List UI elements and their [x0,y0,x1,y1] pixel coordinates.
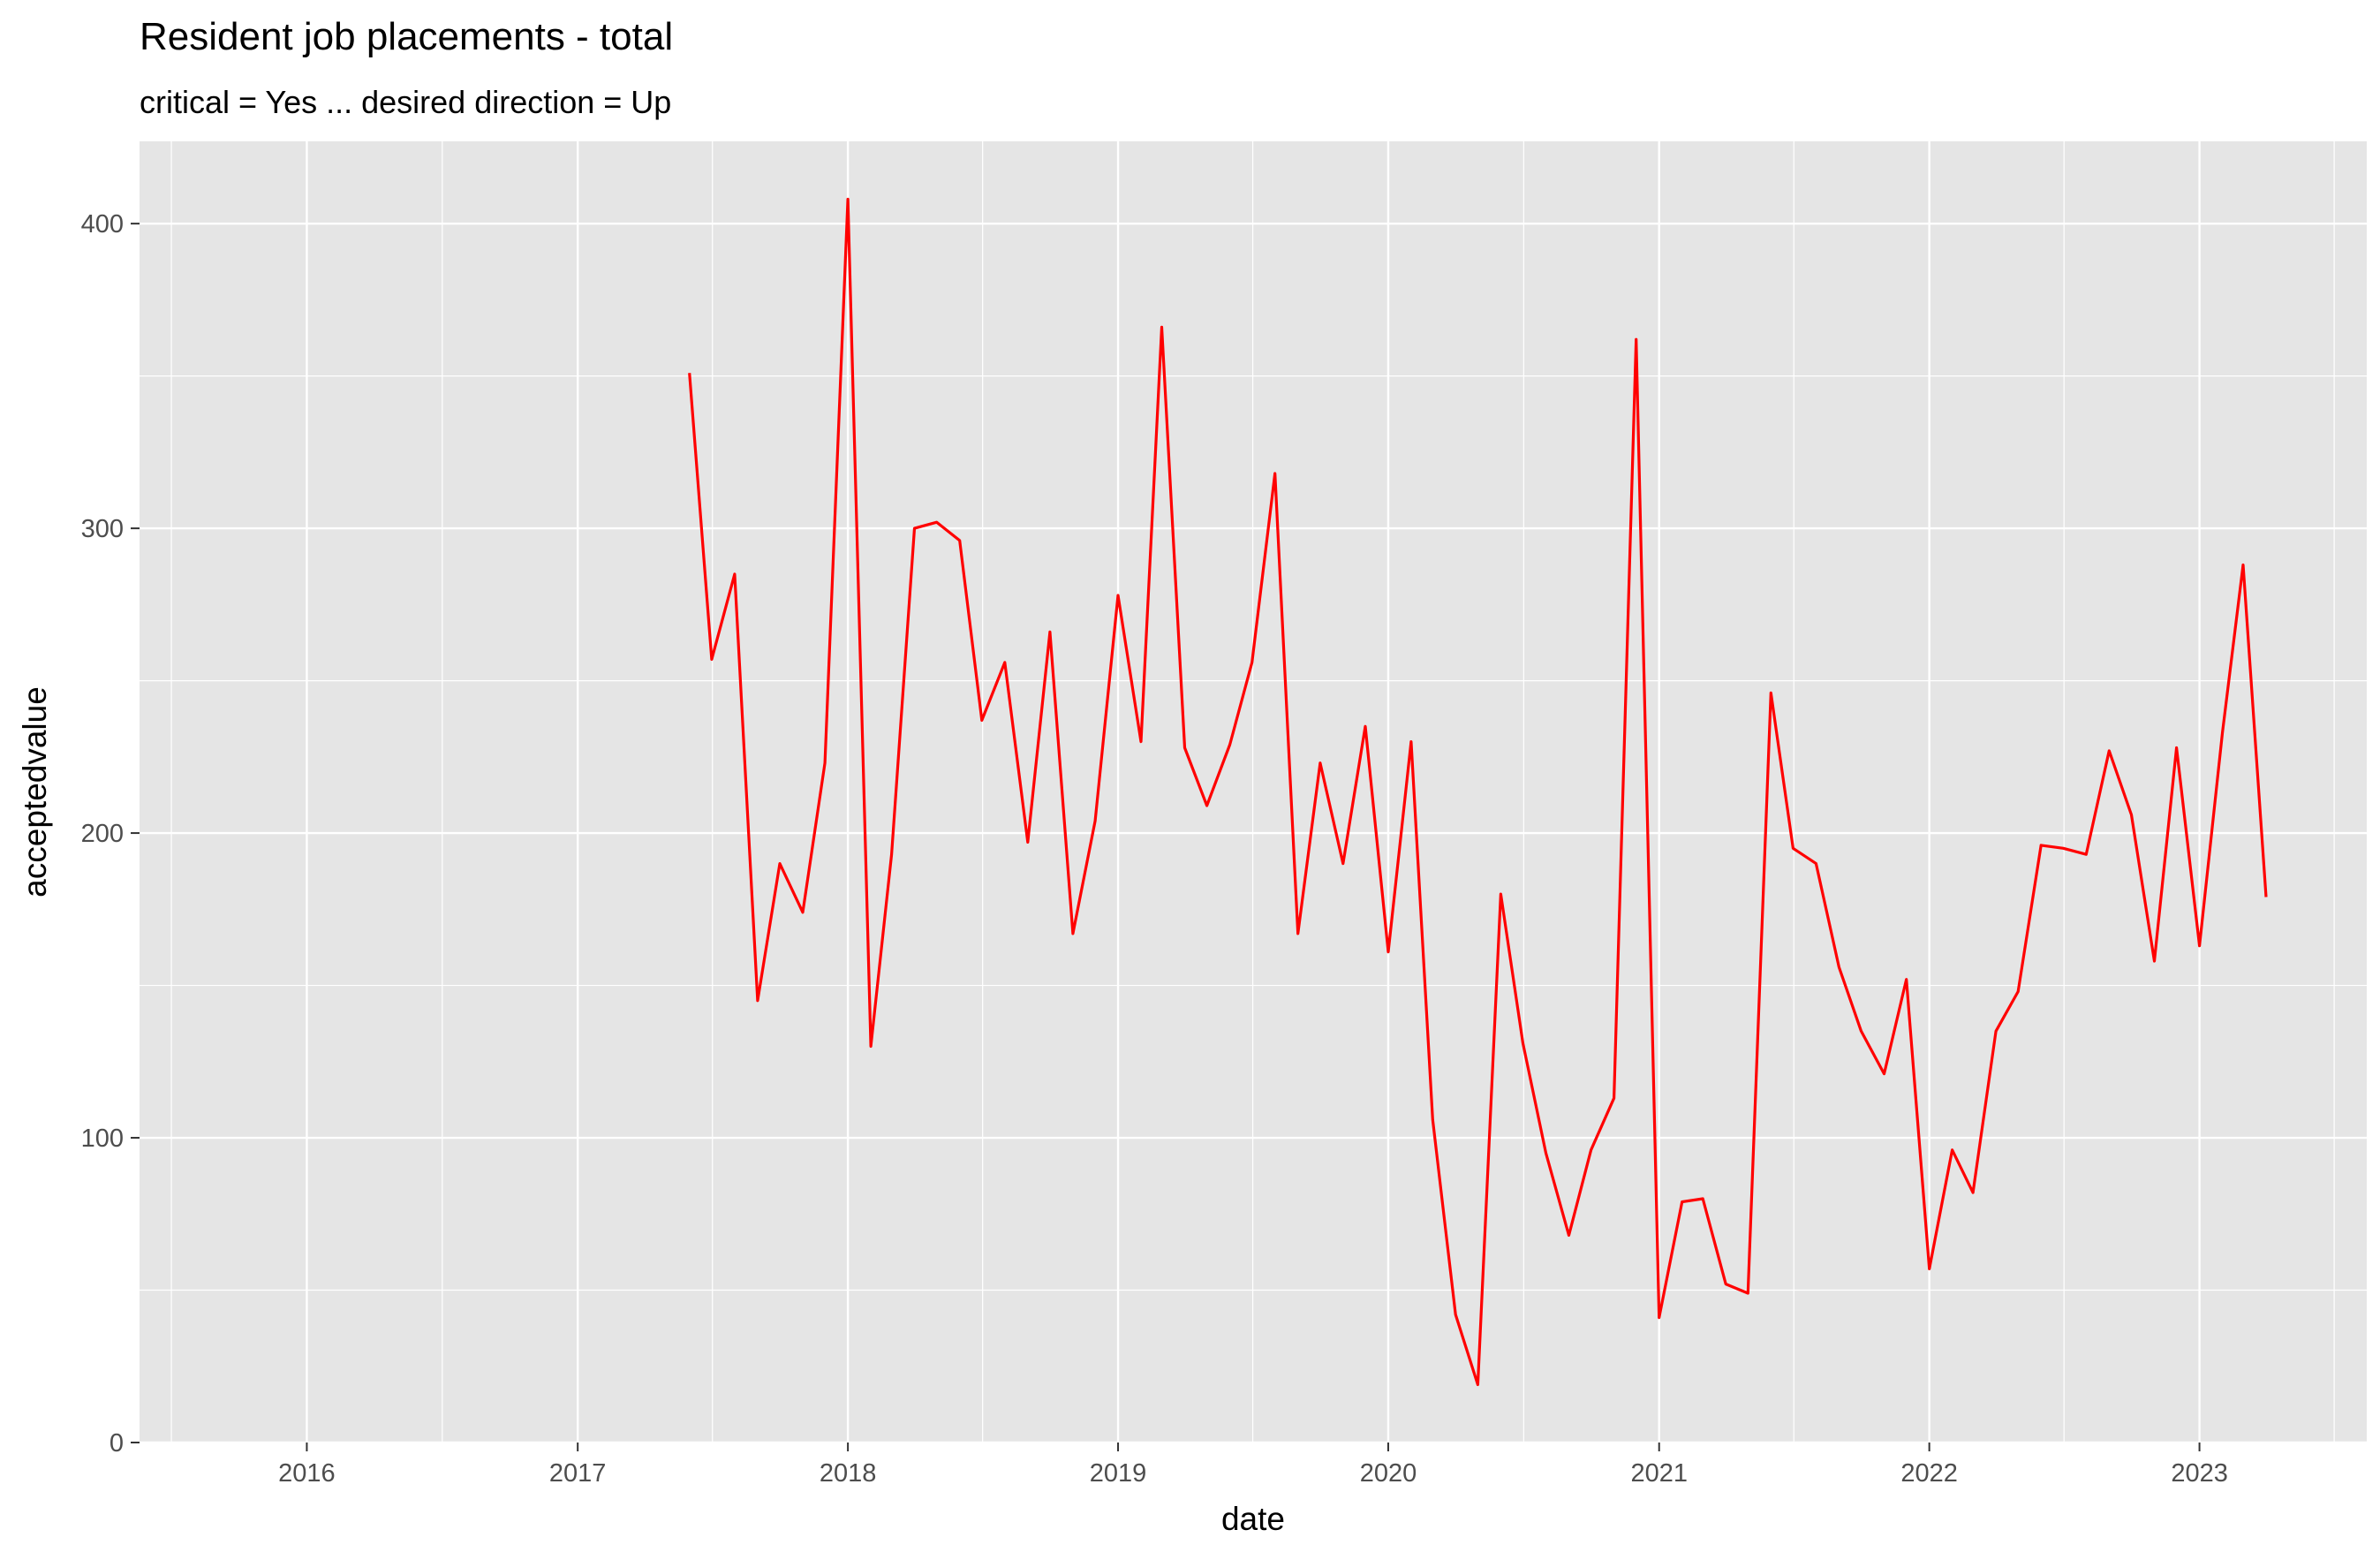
x-axis-title: date [1221,1501,1285,1537]
chart-title: Resident job placements - total [140,15,673,58]
x-tick-label: 2019 [1090,1459,1147,1488]
x-tick-label: 2021 [1630,1459,1688,1488]
minor-gridlines [140,141,2367,1443]
y-tick-label: 100 [81,1125,124,1153]
y-tick-label: 200 [81,820,124,848]
y-tick-label: 0 [110,1429,124,1458]
x-tick-label: 2020 [1360,1459,1417,1488]
y-tick-label: 400 [81,210,124,239]
y-tick-label: 300 [81,515,124,543]
x-tick-label: 2018 [820,1459,877,1488]
major-gridlines [140,141,2367,1444]
series-layer [688,197,2268,1387]
x-tick-label: 2017 [549,1459,607,1488]
x-tick-label: 2016 [278,1459,336,1488]
x-axis: 2016 2017 2018 2019 2020 2021 2022 2023 [278,1443,2228,1488]
y-axis-title: acceptedvalue [17,686,53,897]
x-tick-label: 2022 [1900,1459,1958,1488]
chart-subtitle: critical = Yes ... desired direction = U… [140,84,671,120]
y-axis: 0 100 200 300 400 [81,210,140,1458]
series-line [688,197,2268,1387]
x-tick-label: 2023 [2171,1459,2228,1488]
